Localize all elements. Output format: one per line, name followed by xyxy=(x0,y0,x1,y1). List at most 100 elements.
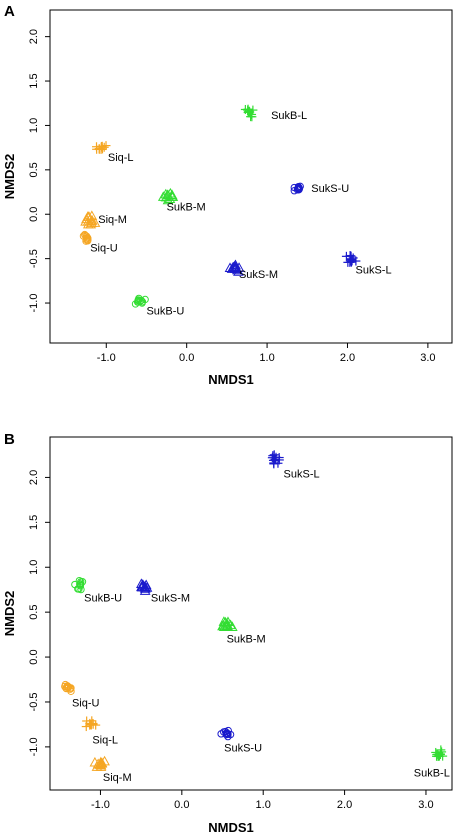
cluster-siq-m: Siq-M xyxy=(80,210,127,229)
cluster-suks-u: SukS-U xyxy=(217,726,262,754)
data-point xyxy=(84,236,92,244)
cluster-sukb-u: SukB-U xyxy=(71,576,122,604)
cluster-label: SukB-U xyxy=(146,306,184,318)
x-tick-label: 3.0 xyxy=(418,799,433,811)
cluster-label: Siq-M xyxy=(103,772,132,784)
data-point xyxy=(223,729,232,738)
x-tick-label: 1.0 xyxy=(256,799,271,811)
plot-frame xyxy=(49,436,453,791)
x-tick-label: 3.0 xyxy=(420,352,435,364)
data-point xyxy=(96,142,106,152)
data-point xyxy=(91,761,103,771)
cluster-label: SukB-M xyxy=(167,202,206,214)
x-tick-label: 2.0 xyxy=(340,352,355,364)
y-axis-title: NMDS2 xyxy=(2,591,17,637)
y-tick-label: 0.0 xyxy=(28,207,40,222)
data-point xyxy=(131,300,140,308)
cluster-sukb-l: SukB-L xyxy=(414,745,450,780)
cluster-label: SukB-U xyxy=(84,592,122,604)
y-tick-label: -1.0 xyxy=(28,737,40,756)
panel-label: A xyxy=(4,3,15,20)
x-axis-title: NMDS1 xyxy=(208,820,254,835)
data-point xyxy=(290,183,298,192)
y-tick-label: -0.5 xyxy=(28,692,40,711)
cluster-sukb-u: SukB-U xyxy=(131,294,184,318)
cluster-siq-u: Siq-U xyxy=(61,680,100,709)
data-point xyxy=(139,581,151,592)
y-tick-label: 2.0 xyxy=(28,470,40,485)
x-tick-label: 0.0 xyxy=(179,352,194,364)
data-point xyxy=(137,580,148,590)
y-tick-label: 1.0 xyxy=(28,560,40,575)
data-point xyxy=(89,217,101,227)
cluster-siq-l: Siq-L xyxy=(81,716,118,746)
data-point xyxy=(270,454,280,464)
y-tick-label: 0.0 xyxy=(28,649,40,664)
data-point xyxy=(162,189,173,200)
data-point xyxy=(66,685,74,693)
panel-B: B -1.0 0.0 1.0 2.0 3.0 -1.0 -0.5 0.0 0.5 1.0 1.5 2.0… xyxy=(2,431,453,835)
data-point xyxy=(82,232,91,241)
data-point xyxy=(86,720,96,730)
cluster-label: SukS-L xyxy=(284,468,320,480)
data-point xyxy=(76,581,85,590)
data-point xyxy=(269,458,279,468)
y-tick-label: 0.5 xyxy=(28,162,40,177)
panel-A: A -1.0 0.0 1.0 2.0 3.0 -1.0 -0.5 0.0 0.5 1.0 1.5 2.0… xyxy=(2,3,453,387)
cluster-siq-l: Siq-L xyxy=(92,141,134,164)
x-tick-label: -1.0 xyxy=(91,799,110,811)
cluster-suks-u: SukS-U xyxy=(290,182,349,195)
data-point xyxy=(78,578,87,586)
data-point xyxy=(246,112,256,122)
data-point xyxy=(64,683,73,691)
cluster-label: SukB-M xyxy=(227,634,266,646)
cluster-siq-u: Siq-U xyxy=(79,230,118,255)
data-point xyxy=(228,261,240,271)
cluster-siq-m: Siq-M xyxy=(89,755,132,784)
cluster-sukb-l: SukB-L xyxy=(240,104,307,122)
cluster-label: SukS-U xyxy=(224,742,262,754)
data-point xyxy=(96,757,108,768)
data-point xyxy=(437,747,447,757)
data-point xyxy=(248,105,258,115)
x-tick-label: 1.0 xyxy=(259,352,274,364)
data-point xyxy=(432,751,442,761)
y-tick-label: 2.0 xyxy=(28,29,40,44)
y-tick-label: 1.5 xyxy=(28,73,40,88)
data-point xyxy=(225,619,236,630)
data-point xyxy=(85,718,95,728)
cluster-label: SukS-M xyxy=(239,269,278,281)
data-point xyxy=(166,190,178,201)
data-point xyxy=(77,585,85,594)
data-point xyxy=(137,296,145,305)
cluster-label: SukS-U xyxy=(311,183,349,195)
cluster-sukb-m: SukB-M xyxy=(157,187,206,214)
data-point xyxy=(346,254,356,264)
x-tick-label: 0.0 xyxy=(174,799,189,811)
cluster-suks-m: SukS-M xyxy=(136,578,190,604)
y-axis-title: NMDS2 xyxy=(2,154,17,200)
x-tick-label: -1.0 xyxy=(97,352,116,364)
cluster-label: Siq-L xyxy=(108,152,134,164)
data-point xyxy=(138,298,147,306)
data-point xyxy=(436,745,446,755)
data-point xyxy=(86,210,98,220)
y-tick-label: -1.0 xyxy=(28,294,40,313)
y-tick-label: 0.5 xyxy=(28,605,40,620)
x-tick-label: 2.0 xyxy=(337,799,352,811)
data-point xyxy=(222,620,233,630)
cluster-suks-l: SukS-L xyxy=(267,450,320,480)
y-tick-label: -0.5 xyxy=(28,249,40,268)
data-point xyxy=(290,187,299,195)
y-tick-label: 1.5 xyxy=(28,515,40,530)
data-point xyxy=(224,726,232,735)
cluster-label: SukS-M xyxy=(151,592,190,604)
x-axis-title: NMDS1 xyxy=(208,372,254,387)
cluster-label: Siq-M xyxy=(98,214,127,226)
y-tick-label: 1.0 xyxy=(28,118,40,133)
cluster-label: Siq-U xyxy=(90,243,118,255)
cluster-label: SukB-L xyxy=(271,110,307,122)
data-point xyxy=(274,455,284,465)
plot-frame xyxy=(49,9,453,344)
cluster-label: Siq-U xyxy=(72,697,100,709)
